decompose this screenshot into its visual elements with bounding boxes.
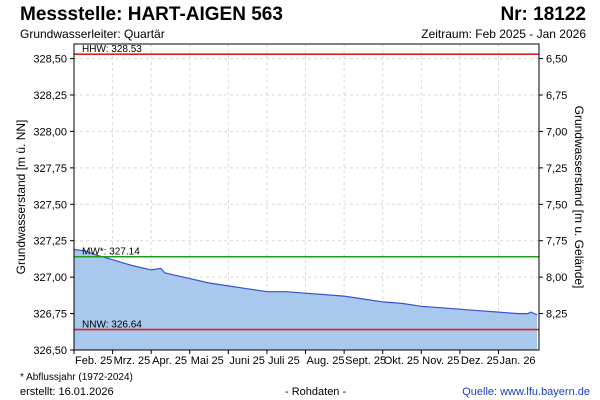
plot-frame [73,43,540,351]
y-tick-label: 327,75 [33,163,67,175]
y-tick-label: 328,00 [33,126,67,138]
footnote: * Abflussjahr (1972-2024) [20,372,133,383]
series-area [74,249,538,350]
source-link[interactable]: Quelle: www.lfu.bayern.de [462,386,590,398]
series-line [73,248,538,316]
page-title: Messstelle: HART-AIGEN 563 [20,4,283,25]
y-tick-label: 327,00 [33,272,67,284]
created-date: erstellt: 16.01.2026 [20,386,114,398]
x-tick-label: Aug. 25 [307,355,345,367]
x-tick-label: Mrz. 25 [114,355,151,367]
period-label: Zeitraum: Feb 2025 - Jan 2026 [421,27,586,41]
x-tick-label: Okt. 25 [384,355,419,367]
y2-tick-label: 7,25 [546,163,567,175]
ref-label-nnw: NNW: 326.64 [82,320,142,331]
y-axis-label: Grundwasserstand [m ü. NN] [14,120,28,275]
reference-lines: HHW: 328.53 MW*: 327.14 NNW: 326.64 [74,44,539,331]
y-tick-label: 327,50 [33,199,67,211]
x-tick-label: Apr. 25 [152,355,187,367]
station-number: Nr: 18122 [500,4,586,25]
x-tick-label: Juli 25 [268,355,300,367]
x-tick-label: Feb. 25 [75,355,112,367]
y2-tick-label: 7,75 [546,236,567,248]
y-axis-right: 8,25 8,00 7,75 7,50 7,25 7,00 6,75 6,50 [539,54,567,321]
y-tick-label: 326,75 [33,309,67,321]
y2-axis-label: Grundwasserstand [m u. Gelände] [572,106,586,289]
y2-tick-label: 8,00 [546,272,567,284]
y2-tick-label: 6,75 [546,90,567,102]
ref-label-hhw: HHW: 328.53 [82,44,142,55]
y2-tick-label: 6,50 [546,54,567,66]
x-tick-label: Mai 25 [191,355,224,367]
x-tick-label: Sept. 25 [345,355,386,367]
x-tick-label: Dez. 25 [461,355,499,367]
x-tick-label: Juni 25 [229,355,264,367]
y-axis-left: 326,50 326,75 327,00 327,25 327,50 327,75 328,… [33,54,74,357]
y-tick-label: 328,25 [33,90,67,102]
y2-tick-label: 7,50 [546,199,567,211]
y-tick-label: 326,50 [33,345,67,357]
aquifer-label: Grundwasserleiter: Quartär [20,27,165,41]
x-tick-label: Nov. 25 [422,355,459,367]
y2-tick-label: 8,25 [546,309,567,321]
y-tick-label: 327,25 [33,236,67,248]
x-tick-label: Jan. 26 [499,355,535,367]
raw-data-note: - Rohdaten - [285,386,347,398]
x-axis: Feb. 25 Mrz. 25 Apr. 25 Mai 25 Juni 25 Juli 2… [73,350,536,367]
y-tick-label: 328,50 [33,54,67,66]
y2-tick-label: 7,00 [546,126,567,138]
ref-label-mw: MW*: 327.14 [82,247,140,258]
